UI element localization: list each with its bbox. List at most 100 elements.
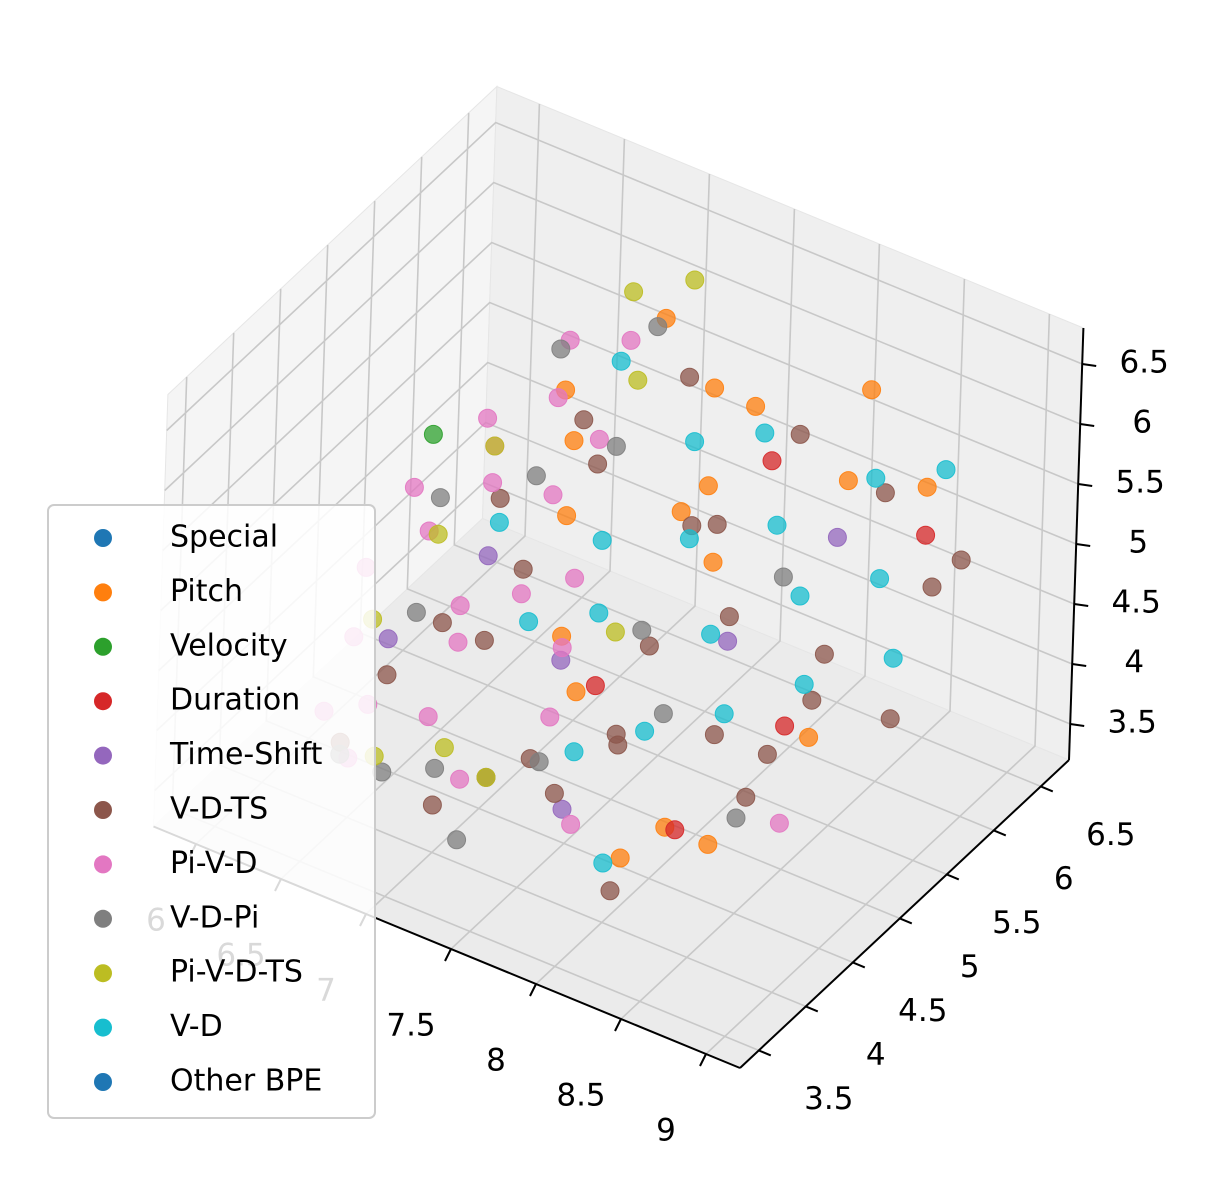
- point: [917, 477, 937, 497]
- point: [513, 559, 533, 579]
- point: [621, 330, 641, 350]
- z-tick: [1074, 603, 1089, 607]
- point: [418, 707, 438, 727]
- point: [611, 351, 631, 371]
- point: [870, 569, 890, 589]
- point: [665, 820, 685, 840]
- point: [529, 752, 549, 772]
- legend-label: Pi-V-D-TS: [170, 955, 303, 990]
- point: [769, 813, 789, 833]
- x-tick-label: 9: [656, 1113, 676, 1149]
- point: [552, 799, 572, 819]
- point: [698, 476, 718, 496]
- y-tick-label: 6: [1054, 861, 1074, 897]
- grid-line: [164, 181, 1081, 492]
- point: [565, 568, 585, 588]
- point: [428, 524, 448, 544]
- point: [574, 410, 594, 430]
- legend-marker: [94, 692, 112, 711]
- point: [762, 451, 782, 471]
- y-tick-label: 4.5: [898, 993, 947, 1029]
- z-tick: [1080, 423, 1095, 427]
- point: [632, 620, 652, 640]
- point: [916, 525, 936, 545]
- x-tick: [614, 1018, 622, 1032]
- grid-line: [705, 313, 1051, 1055]
- point: [593, 853, 613, 873]
- point: [862, 380, 882, 400]
- y-tick: [852, 961, 866, 969]
- point: [489, 512, 509, 532]
- point: [478, 408, 498, 428]
- point: [680, 367, 700, 387]
- point: [548, 388, 568, 408]
- legend-marker: [94, 964, 112, 983]
- legend-marker: [94, 529, 112, 547]
- x-tick-label: 8: [486, 1043, 506, 1079]
- legend-marker: [94, 746, 112, 765]
- point: [561, 814, 581, 834]
- point: [526, 466, 546, 486]
- point: [624, 282, 644, 302]
- point: [406, 602, 426, 622]
- legend-label: V-D-Pi: [170, 900, 259, 935]
- point: [714, 704, 734, 724]
- grid-line: [406, 156, 995, 832]
- legend-label: Pitch: [170, 574, 243, 609]
- point: [701, 624, 721, 644]
- point: [519, 612, 539, 632]
- point: [707, 514, 727, 534]
- point: [685, 432, 705, 452]
- y-tick-label: 6.5: [1086, 817, 1135, 853]
- point: [490, 488, 510, 508]
- point: [827, 527, 847, 547]
- point: [639, 636, 659, 656]
- point: [875, 483, 895, 503]
- legend-label: Other BPE: [170, 1064, 322, 1099]
- point: [705, 378, 725, 398]
- point: [880, 709, 900, 729]
- z-tick: [1070, 723, 1085, 727]
- y-tick-label: 3.5: [804, 1081, 853, 1117]
- point: [671, 502, 691, 522]
- point: [557, 506, 577, 526]
- point: [922, 577, 942, 597]
- point: [544, 783, 564, 803]
- legend-marker: [94, 637, 112, 656]
- grid-line: [450, 208, 796, 950]
- y-tick: [993, 829, 1007, 837]
- point: [838, 471, 858, 491]
- x-tick: [444, 948, 452, 962]
- point: [814, 644, 834, 664]
- z-tick-label: 6: [1132, 405, 1152, 441]
- grid-line: [162, 241, 1079, 552]
- legend-marker: [94, 583, 112, 602]
- point: [551, 339, 571, 359]
- point: [790, 586, 810, 606]
- y-tick: [758, 1049, 772, 1057]
- z-tick-label: 4: [1124, 645, 1144, 681]
- point: [610, 848, 630, 868]
- point: [718, 631, 738, 651]
- y-tick-label: 5: [960, 949, 980, 985]
- point: [628, 370, 648, 390]
- y-tick: [899, 917, 913, 925]
- legend: Special Pitch Velocity Duration Time-Shift V-…: [47, 504, 376, 1119]
- point: [448, 632, 468, 652]
- point: [434, 738, 454, 758]
- point: [802, 690, 822, 710]
- point: [422, 795, 442, 815]
- z-tick-label: 3.5: [1108, 705, 1157, 741]
- z-tick-label: 6.5: [1120, 345, 1169, 381]
- point: [685, 270, 705, 290]
- legend-label: Duration: [170, 683, 300, 718]
- grid-line: [280, 138, 626, 880]
- point: [773, 567, 793, 587]
- point: [605, 622, 625, 642]
- x-tick-label: 8.5: [556, 1078, 605, 1114]
- grid-line: [365, 173, 711, 915]
- legend-label: Pi-V-D: [170, 846, 258, 881]
- legend-marker: [94, 801, 112, 819]
- legend-marker: [94, 909, 112, 928]
